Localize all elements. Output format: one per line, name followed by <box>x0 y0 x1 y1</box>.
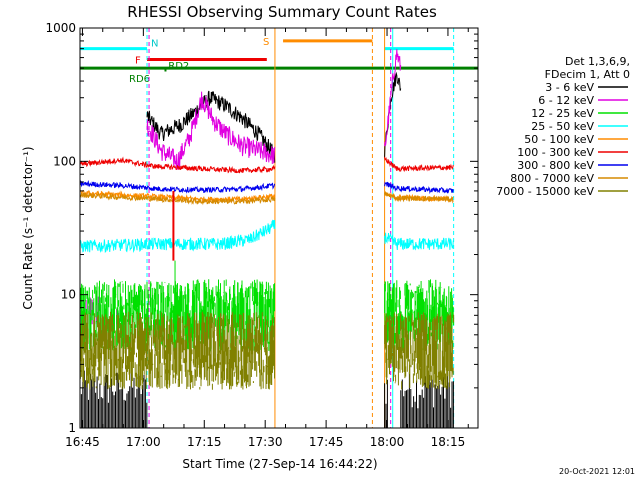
series-line <box>146 90 276 163</box>
flag-label-rd6: RD6 <box>129 74 150 85</box>
x-tick-label: 16:45 <box>65 435 100 449</box>
flag-bars: NF S RD6 RD2 <box>80 37 478 85</box>
x-tick-label: 17:30 <box>248 435 283 449</box>
legend-label: 800 - 7000 keV <box>510 172 594 185</box>
series-band <box>384 312 455 390</box>
series-line <box>79 219 276 254</box>
series-line <box>384 156 454 173</box>
y-tick-label: 1 <box>68 421 76 435</box>
y-tick-label: 1000 <box>45 21 76 35</box>
y-axis-label: Count Rate (s⁻¹ detector⁻¹) <box>21 146 35 309</box>
legend: Det 1,3,6,9, FDecim 1, Att 0 3 - 6 keV6 … <box>496 55 630 198</box>
legend-label: 12 - 25 keV <box>531 107 594 120</box>
series-line <box>384 49 402 147</box>
legend-label: 50 - 100 keV <box>524 133 594 146</box>
flag-label-f: F <box>135 56 141 67</box>
series-line <box>384 191 454 204</box>
y-tick-label: 100 <box>53 154 76 168</box>
x-tick-label: 17:45 <box>309 435 344 449</box>
series-800-7000kev <box>79 191 454 206</box>
x-tick-label: 18:00 <box>370 435 405 449</box>
series-line <box>79 156 276 174</box>
legend-header-1: Det 1,3,6,9, <box>565 55 630 68</box>
flag-label-n: N <box>151 39 158 50</box>
x-axis-label: Start Time (27-Sep-14 16:44:22) <box>182 457 377 471</box>
series-line <box>384 232 454 251</box>
series-100-300kev <box>79 156 454 174</box>
x-tick-label: 18:15 <box>431 435 466 449</box>
series-line <box>79 179 276 194</box>
legend-header-2: FDecim 1, Att 0 <box>545 68 630 81</box>
x-tick-label: 17:00 <box>126 435 161 449</box>
legend-label: 7000 - 15000 keV <box>496 185 594 198</box>
chart-title: RHESSI Observing Summary Count Rates <box>127 3 437 21</box>
series-line <box>146 91 276 170</box>
series-300-800kev <box>79 179 454 195</box>
legend-label: 3 - 6 keV <box>545 81 594 94</box>
data-series <box>79 49 455 428</box>
series-line <box>384 181 454 195</box>
legend-label: 25 - 50 keV <box>531 120 594 133</box>
flag-label-s: S <box>263 37 269 48</box>
series-line <box>79 191 276 206</box>
series-25-50kev <box>79 219 454 254</box>
flag-label-rd2: RD2 <box>168 61 189 72</box>
legend-label: 6 - 12 keV <box>538 94 594 107</box>
x-tick-label: 17:15 <box>187 435 222 449</box>
footer-timestamp: 20-Oct-2021 12:01 <box>559 467 635 476</box>
plot-frame <box>79 27 479 429</box>
rd6-dot <box>164 69 167 72</box>
legend-label: 100 - 300 keV <box>517 146 594 159</box>
legend-label: 300 - 800 keV <box>517 159 594 172</box>
y-tick-label: 10 <box>61 288 76 302</box>
axes: 16:45 17:00 17:15 17:30 17:45 18:00 18:15 1 10 10… <box>45 21 478 449</box>
